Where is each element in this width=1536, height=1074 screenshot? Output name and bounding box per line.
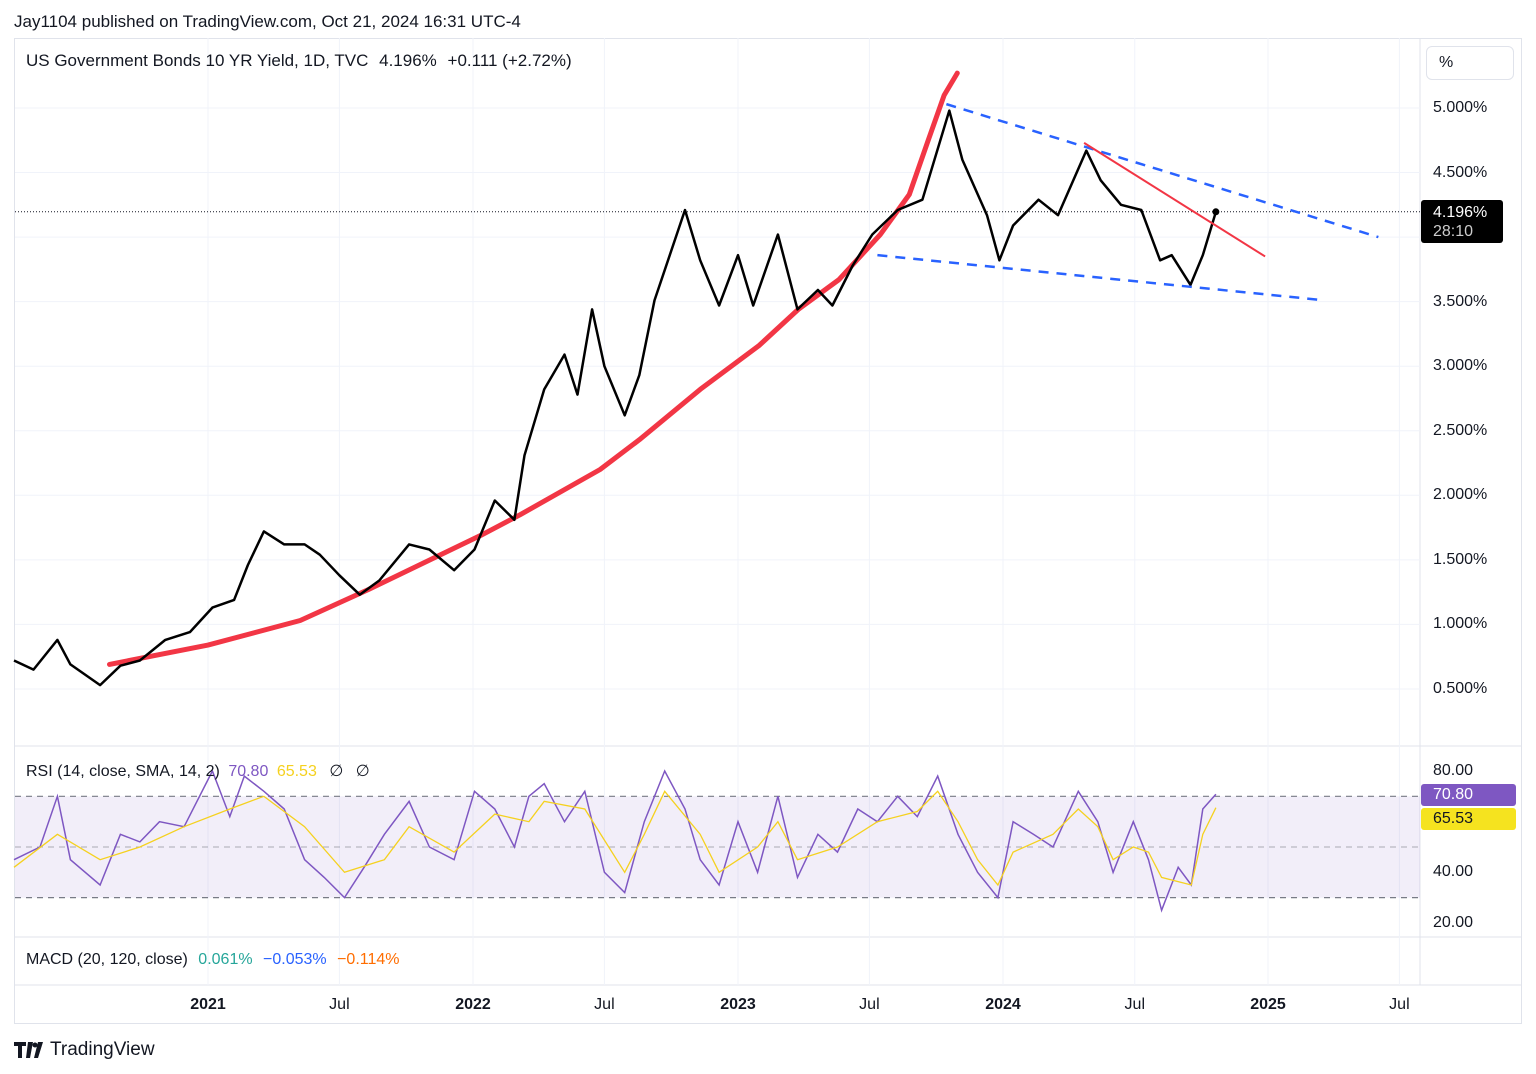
price-axis-label: 1.500%: [1433, 550, 1488, 568]
price-axis-label: 5.000%: [1433, 99, 1488, 116]
time-axis-label: Jul: [329, 996, 350, 1013]
time-axis-label: Jul: [1389, 996, 1410, 1013]
rsi-signal-line: [13, 790, 1217, 887]
rsi-line: [13, 769, 1217, 913]
macd-histogram: −0.114%: [337, 951, 400, 968]
time-axis-label: 2022: [455, 996, 491, 1013]
last-price-value: 4.196%: [1433, 204, 1488, 221]
time-axis-label: Jul: [594, 996, 615, 1013]
rsi-title[interactable]: RSI (14, close, SMA, 14, 2): [26, 763, 220, 780]
rsi-legend: RSI (14, close, SMA, 14, 2) 70.80 65.53 …: [26, 761, 370, 781]
price-line: [13, 109, 1218, 687]
last-price: 4.196%: [379, 51, 437, 70]
time-axis-label: Jul: [1124, 996, 1145, 1013]
tradingview-logo-icon: [14, 1042, 43, 1058]
rsi-empty-icon: ∅: [355, 763, 370, 780]
rsi-value: 70.80: [228, 763, 269, 780]
symbol-title[interactable]: US Government Bonds 10 YR Yield, 1D, TVC: [26, 51, 369, 70]
time-axis-label: 2025: [1250, 996, 1286, 1013]
rsi-axis-label: 40.00: [1433, 863, 1474, 881]
macd-value: 0.061%: [198, 951, 253, 968]
percent-scale-button[interactable]: %: [1426, 46, 1514, 80]
macd-title[interactable]: MACD (20, 120, close): [26, 951, 188, 968]
bar-countdown: 28:10: [1433, 223, 1474, 240]
rsi-signal-value: 65.53: [276, 763, 317, 780]
symbol-legend: US Government Bonds 10 YR Yield, 1D, TVC…: [26, 51, 578, 71]
tradingview-logo[interactable]: TradingView: [14, 1039, 155, 1061]
rsi-empty-icon: ∅: [329, 763, 344, 780]
brand-name: TradingView: [50, 1039, 155, 1060]
chart-frame: [14, 38, 1522, 1024]
time-axis-label: 2021: [190, 996, 226, 1013]
rsi-signal-tag: 65.53: [1421, 808, 1516, 830]
last-price-marker: [1212, 208, 1220, 216]
macd-signal: −0.053%: [263, 951, 327, 968]
rsi-value-tag: 70.80: [1421, 784, 1516, 806]
moving-average-line: [107, 70, 960, 667]
price-change: +0.111 (+2.72%): [447, 51, 572, 70]
rsi-axis-label: 20.00: [1433, 913, 1474, 931]
channel-trendline: [877, 253, 1325, 302]
time-axis-label: 2024: [985, 996, 1021, 1013]
macd-legend: MACD (20, 120, close) 0.061% −0.053% −0.…: [26, 951, 400, 969]
resistance-trendline: [1083, 142, 1266, 258]
price-axis-label: 3.500%: [1433, 292, 1488, 310]
channel-trendline: [946, 102, 1379, 239]
price-axis-label: 2.000%: [1433, 486, 1488, 504]
price-axis-label: 0.500%: [1433, 679, 1488, 697]
time-axis-label: 2023: [720, 996, 756, 1013]
last-price-label: 4.196% 28:10: [1421, 200, 1503, 243]
publisher-line: Jay1104 published on TradingView.com, Oc…: [14, 12, 521, 31]
price-axis-label: 4.500%: [1433, 163, 1488, 181]
rsi-axis-label: 80.00: [1433, 762, 1474, 779]
price-axis-label: 3.000%: [1433, 357, 1488, 375]
price-axis-label: 2.500%: [1433, 421, 1488, 439]
time-axis-label: Jul: [859, 996, 880, 1013]
price-axis-label: 1.000%: [1433, 615, 1488, 633]
